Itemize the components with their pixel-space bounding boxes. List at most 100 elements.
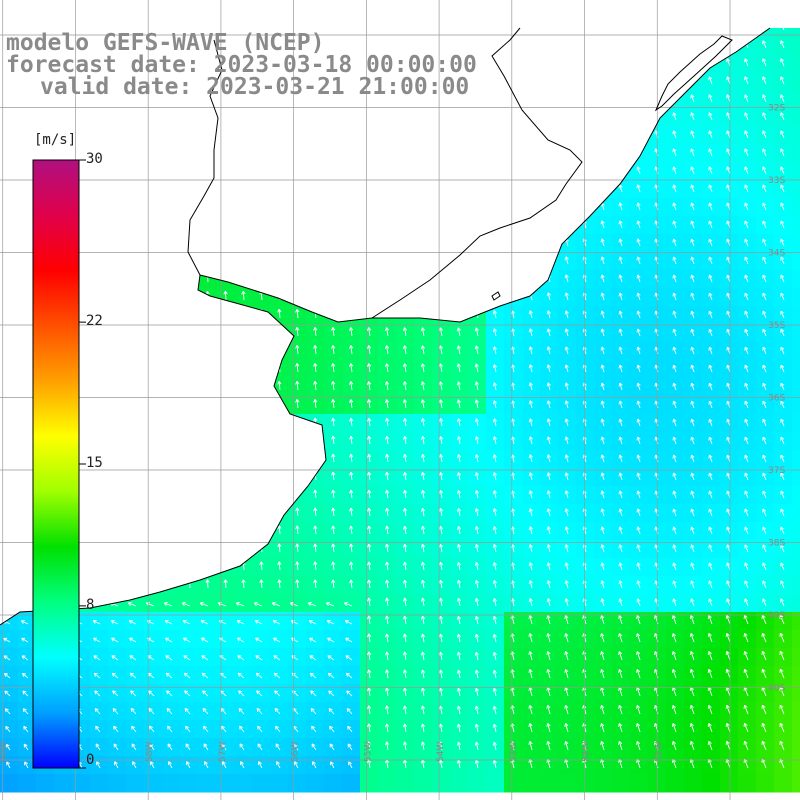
- wind-speed-cell: [252, 720, 271, 739]
- wind-speed-cell: [504, 774, 523, 793]
- wind-speed-cell: [90, 612, 109, 631]
- wind-speed-cell: [792, 558, 800, 577]
- wind-speed-cell: [792, 468, 800, 487]
- wind-speed-cell: [288, 648, 307, 667]
- wind-speed-cell: [270, 666, 289, 685]
- wind-speed-cell: [342, 630, 361, 649]
- latitude-label: 34S: [768, 249, 785, 259]
- wind-speed-cell: [198, 630, 217, 649]
- wind-speed-cell: [126, 648, 145, 667]
- wind-speed-cell: [108, 666, 127, 685]
- wind-speed-cell: [270, 702, 289, 721]
- wind-speed-cell: [432, 774, 451, 793]
- wind-speed-cell: [774, 774, 793, 793]
- wind-speed-cell: [792, 108, 800, 127]
- wind-speed-cell: [162, 720, 181, 739]
- wind-speed-cell: [90, 702, 109, 721]
- wind-speed-cell: [324, 648, 343, 667]
- longitude-label: 57W: [218, 742, 228, 762]
- wind-speed-cell: [288, 720, 307, 739]
- wind-speed-cell: [270, 720, 289, 739]
- wind-speed-cell: [180, 594, 199, 613]
- wind-speed-cell: [342, 756, 361, 775]
- wind-speed-cell: [684, 774, 703, 793]
- wind-speed-cell: [144, 666, 163, 685]
- latitude-label: 38S: [768, 539, 785, 549]
- wind-speed-cell: [342, 594, 361, 613]
- wind-speed-cell: [162, 702, 181, 721]
- wind-speed-cell: [792, 288, 800, 307]
- longitude-label: 51W: [654, 742, 664, 762]
- wind-speed-cell: [234, 702, 253, 721]
- wind-speed-cell: [144, 684, 163, 703]
- colorbar: [32, 159, 80, 769]
- wind-speed-cell: [324, 774, 343, 793]
- wind-speed-cell: [216, 576, 235, 595]
- wind-speed-cell: [792, 630, 800, 649]
- wind-speed-cell: [198, 666, 217, 685]
- wind-speed-cell: [378, 774, 397, 793]
- wind-speed-cell: [180, 684, 199, 703]
- title-valid-date: valid date: 2023-03-21 21:00:00: [40, 74, 470, 100]
- wind-speed-cell: [198, 594, 217, 613]
- longitude-label: 54W: [436, 742, 446, 762]
- latitude-label: 36S: [768, 394, 785, 404]
- wind-speed-cell: [288, 666, 307, 685]
- wind-speed-cell: [306, 756, 325, 775]
- longitude-label: 52W: [582, 742, 592, 762]
- wind-speed-cell: [414, 774, 433, 793]
- wind-speed-cell: [216, 702, 235, 721]
- wind-speed-cell: [144, 648, 163, 667]
- wind-speed-cell: [126, 774, 145, 793]
- wind-speed-cell: [252, 756, 271, 775]
- wind-speed-cell: [18, 774, 37, 793]
- wind-speed-cell: [306, 666, 325, 685]
- wind-speed-cell: [324, 666, 343, 685]
- wind-speed-cell: [198, 576, 217, 595]
- wind-speed-cell: [486, 774, 505, 793]
- wind-speed-cell: [450, 774, 469, 793]
- wind-speed-cell: [216, 666, 235, 685]
- wind-speed-cell: [144, 612, 163, 631]
- wind-speed-cell: [180, 774, 199, 793]
- wind-speed-cell: [252, 702, 271, 721]
- wind-speed-cell: [792, 180, 800, 199]
- wind-speed-cell: [216, 684, 235, 703]
- wind-speed-cell: [144, 594, 163, 613]
- wind-speed-cell: [180, 738, 199, 757]
- wind-speed-cell: [108, 648, 127, 667]
- wind-speed-cell: [324, 702, 343, 721]
- wind-speed-cell: [360, 774, 379, 793]
- wind-speed-cell: [252, 630, 271, 649]
- wind-speed-cell: [792, 162, 800, 181]
- wind-speed-cell: [162, 684, 181, 703]
- wind-speed-cell: [144, 720, 163, 739]
- wind-speed-cell: [162, 594, 181, 613]
- wind-speed-cell: [234, 594, 253, 613]
- wind-speed-cell: [342, 738, 361, 757]
- latitude-label: 33S: [768, 176, 785, 186]
- wind-speed-cell: [234, 738, 253, 757]
- wind-speed-cell: [792, 90, 800, 109]
- wind-speed-cell: [342, 720, 361, 739]
- wind-speed-cell: [540, 774, 559, 793]
- wind-speed-cell: [234, 576, 253, 595]
- wind-speed-cell: [792, 432, 800, 451]
- wind-speed-cell: [270, 648, 289, 667]
- wind-speed-cell: [792, 684, 800, 703]
- wind-speed-cell: [162, 774, 181, 793]
- wind-speed-cell: [234, 756, 253, 775]
- wind-speed-cell: [666, 774, 685, 793]
- wind-speed-cell: [396, 774, 415, 793]
- wind-speed-cell: [270, 684, 289, 703]
- wind-speed-cell: [306, 594, 325, 613]
- wind-speed-cell: [126, 684, 145, 703]
- wind-speed-cell: [306, 630, 325, 649]
- wind-speed-cell: [108, 720, 127, 739]
- wind-speed-cell: [90, 774, 109, 793]
- wind-speed-cell: [288, 594, 307, 613]
- wind-speed-cell: [306, 684, 325, 703]
- colorbar-unit-label: [m/s]: [34, 132, 77, 148]
- wind-speed-cell: [792, 576, 800, 595]
- longitude-label: 56W: [291, 742, 301, 762]
